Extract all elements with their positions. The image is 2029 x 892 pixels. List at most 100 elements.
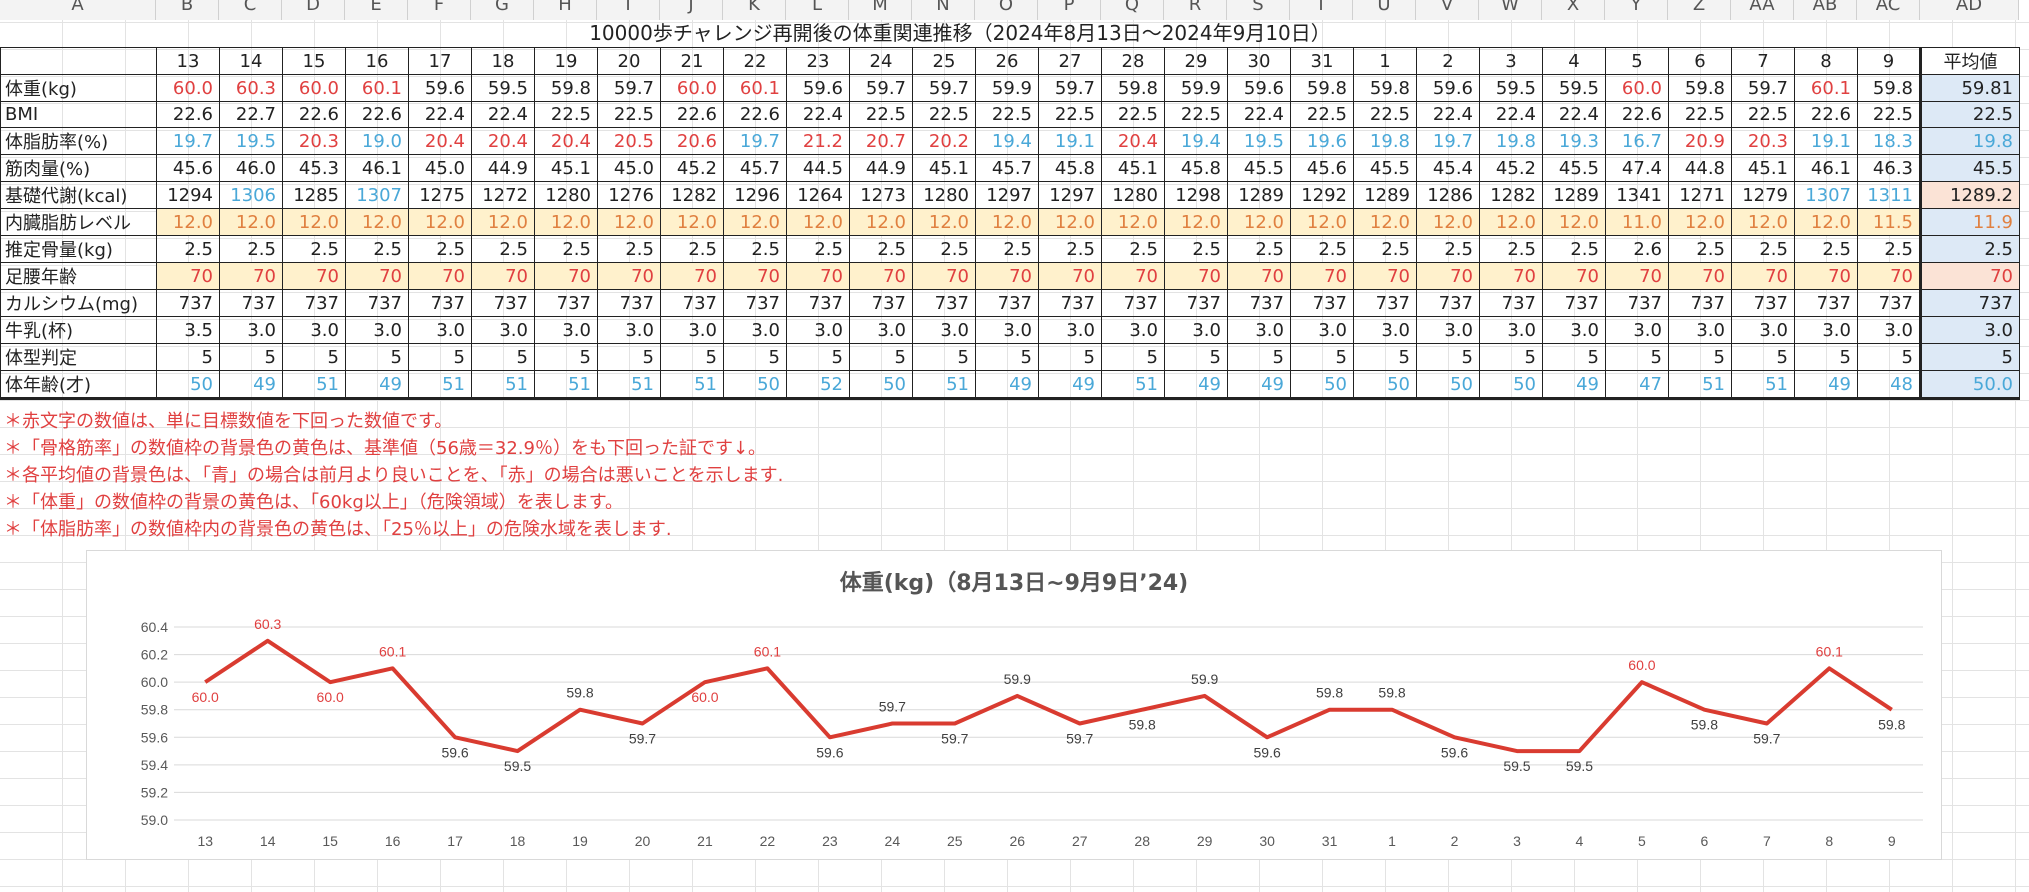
data-cell[interactable]: 1285 — [282, 181, 346, 209]
data-cell[interactable]: 12.0 — [1353, 208, 1417, 236]
data-cell[interactable]: 737 — [660, 289, 724, 317]
data-cell[interactable]: 59.6 — [1416, 74, 1480, 102]
day-header[interactable]: 8 — [1794, 47, 1858, 75]
data-cell[interactable]: 45.8 — [1164, 154, 1228, 182]
data-cell[interactable]: 12.0 — [1416, 208, 1480, 236]
day-header[interactable]: 31 — [1290, 47, 1354, 75]
data-cell[interactable]: 1264 — [786, 181, 850, 209]
data-cell[interactable]: 70 — [660, 262, 724, 290]
data-cell[interactable]: 2.5 — [1227, 235, 1291, 263]
data-cell[interactable]: 45.5 — [1353, 154, 1417, 182]
data-cell[interactable]: 50 — [723, 370, 787, 400]
data-cell[interactable]: 59.9 — [1164, 74, 1228, 102]
data-cell[interactable]: 5 — [471, 343, 535, 371]
data-cell[interactable]: 2.5 — [975, 235, 1039, 263]
day-header[interactable]: 14 — [219, 47, 283, 75]
data-cell[interactable]: 1286 — [1416, 181, 1480, 209]
data-cell[interactable]: 19.7 — [723, 127, 787, 155]
data-cell[interactable]: 59.7 — [597, 74, 661, 102]
data-cell[interactable]: 21.2 — [786, 127, 850, 155]
data-cell[interactable]: 2.5 — [786, 235, 850, 263]
data-cell[interactable]: 22.4 — [1479, 101, 1543, 128]
corner-cell[interactable] — [0, 47, 157, 75]
data-cell[interactable]: 3.0 — [1038, 316, 1102, 344]
column-header-aa[interactable]: AA — [1731, 0, 1794, 20]
data-cell[interactable]: 5 — [1290, 343, 1354, 371]
data-cell[interactable]: 59.7 — [1038, 74, 1102, 102]
data-cell[interactable]: 44.9 — [849, 154, 913, 182]
data-cell[interactable]: 48 — [1857, 370, 1921, 400]
data-cell[interactable]: 19.4 — [1164, 127, 1228, 155]
data-cell[interactable]: 1297 — [1038, 181, 1102, 209]
data-cell[interactable]: 45.8 — [1038, 154, 1102, 182]
data-cell[interactable]: 5 — [156, 343, 220, 371]
column-header-h[interactable]: H — [534, 0, 597, 20]
data-cell[interactable]: 737 — [1227, 289, 1291, 317]
column-header-i[interactable]: I — [597, 0, 660, 20]
data-cell[interactable]: 5 — [1038, 343, 1102, 371]
data-cell[interactable]: 45.1 — [534, 154, 598, 182]
data-cell[interactable]: 20.3 — [282, 127, 346, 155]
data-cell[interactable]: 1296 — [723, 181, 787, 209]
data-cell[interactable]: 59.6 — [1227, 74, 1291, 102]
data-cell[interactable]: 3.0 — [1668, 316, 1732, 344]
data-cell[interactable]: 1311 — [1857, 181, 1921, 209]
average-cell[interactable]: 5 — [1919, 343, 2020, 371]
data-cell[interactable]: 2.5 — [660, 235, 724, 263]
average-cell[interactable]: 19.8 — [1919, 127, 2020, 155]
data-cell[interactable]: 1273 — [849, 181, 913, 209]
data-cell[interactable]: 70 — [408, 262, 472, 290]
data-cell[interactable]: 19.8 — [1479, 127, 1543, 155]
column-header-m[interactable]: M — [849, 0, 912, 20]
data-cell[interactable]: 2.5 — [1038, 235, 1102, 263]
data-cell[interactable]: 5 — [786, 343, 850, 371]
data-cell[interactable]: 70 — [1605, 262, 1669, 290]
column-header-e[interactable]: E — [345, 0, 408, 20]
data-cell[interactable]: 12.0 — [975, 208, 1039, 236]
data-cell[interactable]: 1297 — [975, 181, 1039, 209]
data-cell[interactable]: 19.8 — [1353, 127, 1417, 155]
data-cell[interactable]: 59.7 — [1731, 74, 1795, 102]
day-header[interactable]: 1 — [1353, 47, 1417, 75]
data-cell[interactable]: 737 — [1731, 289, 1795, 317]
data-cell[interactable]: 1282 — [1479, 181, 1543, 209]
data-cell[interactable]: 20.5 — [597, 127, 661, 155]
data-cell[interactable]: 2.5 — [219, 235, 283, 263]
data-cell[interactable]: 20.7 — [849, 127, 913, 155]
data-cell[interactable]: 12.0 — [1101, 208, 1165, 236]
data-cell[interactable]: 3.0 — [1857, 316, 1921, 344]
data-cell[interactable]: 3.0 — [1101, 316, 1165, 344]
day-header[interactable]: 27 — [1038, 47, 1102, 75]
data-cell[interactable]: 70 — [534, 262, 598, 290]
data-cell[interactable]: 3.0 — [597, 316, 661, 344]
data-cell[interactable]: 59.8 — [1290, 74, 1354, 102]
data-cell[interactable]: 5 — [1479, 343, 1543, 371]
data-cell[interactable]: 2.5 — [1731, 235, 1795, 263]
data-cell[interactable]: 45.2 — [660, 154, 724, 182]
data-cell[interactable]: 59.8 — [1353, 74, 1417, 102]
data-cell[interactable]: 737 — [156, 289, 220, 317]
data-cell[interactable]: 60.0 — [156, 74, 220, 102]
column-header-v[interactable]: V — [1416, 0, 1479, 20]
data-cell[interactable]: 2.5 — [1164, 235, 1228, 263]
data-cell[interactable]: 22.6 — [723, 101, 787, 128]
data-cell[interactable]: 59.5 — [1479, 74, 1543, 102]
day-header[interactable]: 4 — [1542, 47, 1606, 75]
data-cell[interactable]: 12.0 — [408, 208, 472, 236]
day-header[interactable]: 29 — [1164, 47, 1228, 75]
data-cell[interactable]: 5 — [1857, 343, 1921, 371]
day-header[interactable]: 24 — [849, 47, 913, 75]
data-cell[interactable]: 59.5 — [471, 74, 535, 102]
data-cell[interactable]: 737 — [1164, 289, 1228, 317]
data-cell[interactable]: 45.2 — [1479, 154, 1543, 182]
data-cell[interactable]: 22.5 — [1731, 101, 1795, 128]
data-cell[interactable]: 19.1 — [1794, 127, 1858, 155]
data-cell[interactable]: 5 — [597, 343, 661, 371]
data-cell[interactable]: 44.8 — [1668, 154, 1732, 182]
data-cell[interactable]: 5 — [975, 343, 1039, 371]
data-cell[interactable]: 22.6 — [345, 101, 409, 128]
data-cell[interactable]: 5 — [534, 343, 598, 371]
data-cell[interactable]: 22.5 — [1038, 101, 1102, 128]
data-cell[interactable]: 45.6 — [1290, 154, 1354, 182]
data-cell[interactable]: 2.5 — [282, 235, 346, 263]
